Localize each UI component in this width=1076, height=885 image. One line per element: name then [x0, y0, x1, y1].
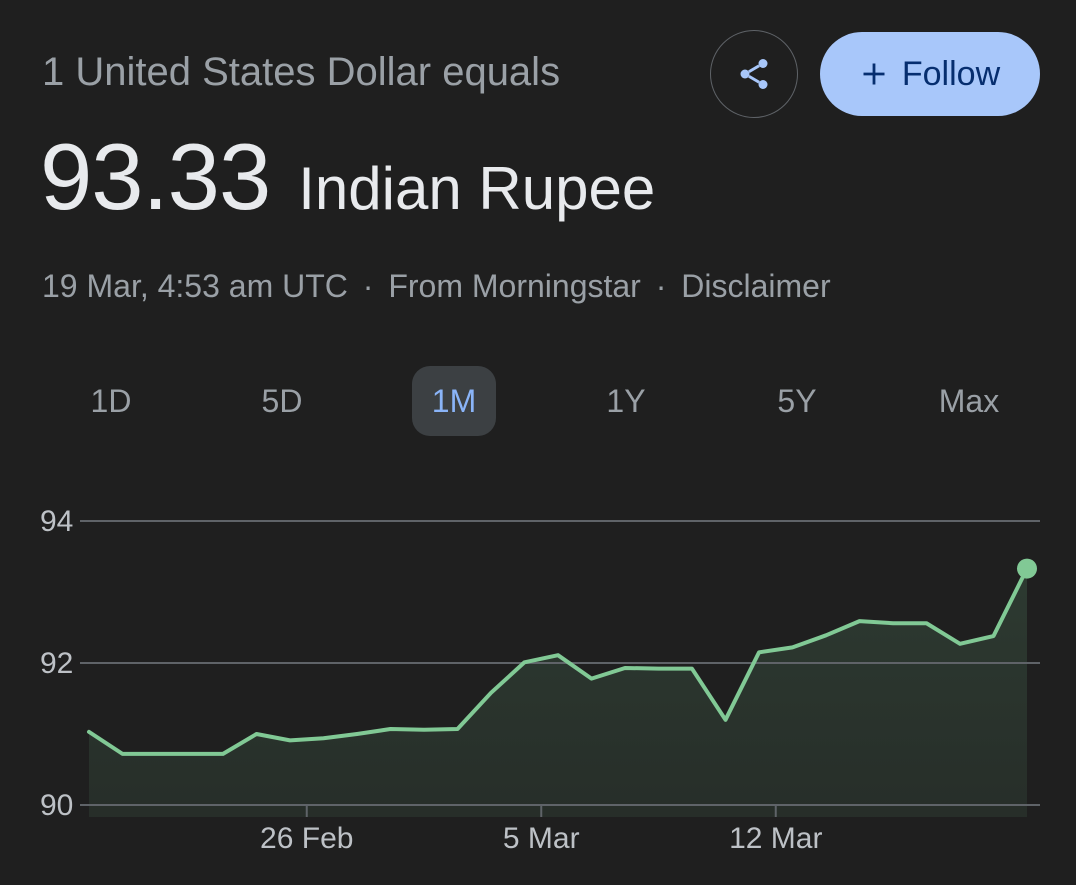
y-tick-label: 94 — [40, 505, 73, 538]
plus-icon — [863, 63, 885, 85]
separator-dot: · — [362, 268, 374, 304]
tab-range-5y[interactable]: 5Y — [777, 382, 817, 419]
meta-line: 19 Mar, 4:53 am UTC · From Morningstar ·… — [42, 266, 831, 306]
y-tick-label: 92 — [40, 647, 73, 680]
range-tabs: 1D 5D 1M 1Y 5Y Max — [40, 366, 1040, 436]
rate-row: 93.33 Indian Rupee — [40, 122, 655, 244]
share-button[interactable] — [710, 30, 798, 118]
tab-range-1m[interactable]: 1M — [412, 366, 496, 436]
tab-range-max[interactable]: Max — [938, 382, 1000, 419]
rate-currency: Indian Rupee — [298, 155, 656, 222]
rate-value: 93.33 — [40, 124, 271, 229]
exchange-rate-chart[interactable]: 94 92 90 26 Feb 5 Mar 12 Mar — [0, 490, 1076, 875]
tab-range-5d[interactable]: 5D — [261, 382, 303, 419]
y-tick-label: 90 — [40, 789, 73, 822]
timestamp: 19 Mar, 4:53 am UTC — [42, 268, 348, 304]
tab-range-1y[interactable]: 1Y — [606, 382, 646, 419]
x-tick-label: 26 Feb — [260, 822, 353, 855]
share-icon — [740, 59, 768, 89]
conversion-label: 1 United States Dollar equals — [42, 50, 561, 94]
follow-label: Follow — [901, 54, 1001, 93]
x-tick-label: 5 Mar — [503, 822, 580, 855]
chart-area-fill — [89, 568, 1027, 817]
follow-button[interactable]: Follow — [820, 32, 1040, 116]
latest-point-marker — [1017, 558, 1037, 579]
separator-dot: · — [655, 268, 667, 304]
source-label: From Morningstar — [388, 268, 641, 304]
tab-range-1d[interactable]: 1D — [90, 382, 132, 419]
x-tick-label: 12 Mar — [729, 822, 822, 855]
disclaimer-link[interactable]: Disclaimer — [681, 268, 831, 304]
series-line — [87, 566, 1029, 756]
